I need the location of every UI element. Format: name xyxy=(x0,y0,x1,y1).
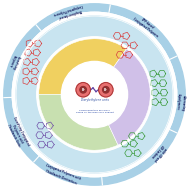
Text: Diarylethylene units: Diarylethylene units xyxy=(81,98,108,102)
Circle shape xyxy=(99,83,113,97)
Text: Conjugated Polymers with
Thiadiazole Derivatives: Conjugated Polymers with Thiadiazole Der… xyxy=(43,164,81,186)
Circle shape xyxy=(80,87,86,93)
Wedge shape xyxy=(39,94,118,150)
Wedge shape xyxy=(94,49,150,145)
Text: DPP-based
Conjugated Polymers: DPP-based Conjugated Polymers xyxy=(132,13,161,38)
Text: Fused-ring
Polymers: Fused-ring Polymers xyxy=(8,53,21,70)
Circle shape xyxy=(12,12,177,177)
Circle shape xyxy=(16,16,173,173)
Circle shape xyxy=(37,37,152,152)
Text: Semiconducting Polymers
based on the Diarylene Subunit: Semiconducting Polymers based on the Dia… xyxy=(76,110,113,113)
Wedge shape xyxy=(39,39,126,94)
Circle shape xyxy=(4,4,185,185)
Text: Thiophene-based
Conjugated Polymers: Thiophene-based Conjugated Polymers xyxy=(53,3,85,20)
Text: Fused-ring Conjugated
Polymers with
Thiadiazole Units: Fused-ring Conjugated Polymers with Thia… xyxy=(4,117,31,151)
Text: Br: Br xyxy=(81,88,85,92)
Circle shape xyxy=(76,83,90,97)
Circle shape xyxy=(103,87,109,93)
Text: Br: Br xyxy=(104,88,108,92)
Circle shape xyxy=(61,61,128,128)
Text: Alternating
Copolymers: Alternating Copolymers xyxy=(176,93,186,111)
Text: with 3D and
4D Carbons: with 3D and 4D Carbons xyxy=(150,143,168,162)
